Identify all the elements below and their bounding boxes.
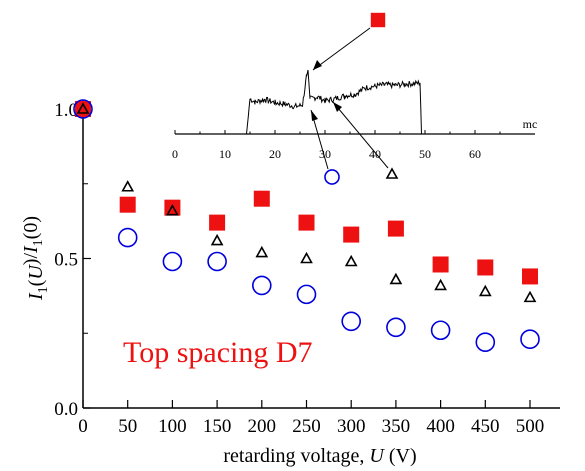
- data-marks: [73, 99, 540, 353]
- triangle-point: [210, 233, 224, 246]
- square-point: [253, 190, 270, 207]
- inset-tick-label: 30: [319, 147, 331, 161]
- inset-arrow-square: [312, 27, 371, 71]
- inset-arrowhead-circle: [311, 110, 318, 121]
- square-point: [298, 214, 315, 231]
- series-circle: [73, 99, 540, 353]
- square-point: [522, 268, 538, 285]
- y-tick-label: 1.0: [54, 100, 78, 121]
- square-point: [343, 226, 360, 243]
- series-square: [75, 101, 538, 285]
- x-tick-label: 500: [516, 416, 545, 437]
- circle-point: [430, 320, 451, 341]
- square-point: [477, 259, 494, 276]
- inset-square-marker: [370, 12, 386, 28]
- inset-tick-label: 10: [219, 147, 231, 161]
- inset-arrowhead-triangle: [333, 102, 342, 112]
- y-axis-label: I1(U)/I1(0): [20, 216, 51, 301]
- series-triangle: [76, 102, 537, 303]
- x-tick-label: 150: [203, 416, 232, 437]
- triangle-point: [76, 102, 90, 114]
- inset-tick-label: 20: [269, 147, 281, 161]
- circle-point: [475, 332, 496, 353]
- square-point: [119, 196, 136, 213]
- circle-point: [162, 251, 183, 272]
- circle-point: [341, 311, 362, 332]
- inset-triangle-marker: [385, 167, 399, 179]
- circle-point: [296, 284, 317, 305]
- circle-point: [386, 317, 406, 338]
- triangle-point: [434, 278, 447, 291]
- inset-tick-label: 60: [469, 147, 481, 161]
- inset-x-label: mc: [523, 117, 538, 131]
- triangle-point: [478, 284, 492, 297]
- y-tick-label: 0.0: [54, 399, 78, 420]
- inset-signal-trace: [175, 69, 520, 135]
- x-tick-label: 400: [426, 416, 455, 437]
- circle-point: [73, 99, 93, 119]
- triangle-point: [389, 272, 403, 285]
- triangle-point: [344, 254, 358, 267]
- x-tick-label: 0: [78, 416, 88, 437]
- plot-frame: [82, 100, 560, 409]
- triangle-point: [300, 251, 313, 264]
- inset-tick-label: 50: [419, 147, 431, 161]
- square-point: [432, 256, 449, 273]
- inset-arrow-triangle: [332, 101, 389, 169]
- circle-point: [207, 251, 227, 272]
- x-tick-label: 250: [292, 416, 321, 437]
- circle-point: [251, 275, 272, 296]
- square-point: [387, 220, 404, 237]
- x-tick-label: 50: [118, 416, 137, 437]
- x-tick-label: 350: [382, 416, 411, 437]
- inset-tick-label: 40: [369, 147, 381, 161]
- square-point: [209, 214, 226, 231]
- inset-chart: 0 10 20 30 40 50 60 mc: [172, 12, 538, 185]
- x-tick-label: 300: [337, 416, 366, 437]
- chart-annotation: Top spacing D7: [123, 336, 313, 369]
- x-tick-label: 450: [471, 416, 500, 437]
- circle-point: [520, 329, 540, 350]
- circle-point: [117, 227, 138, 248]
- inset-circle-marker: [324, 169, 340, 185]
- triangle-point: [255, 245, 269, 258]
- x-tick-label: 200: [248, 416, 277, 437]
- triangle-point: [121, 180, 135, 192]
- y-tick-label: 0.5: [54, 250, 78, 271]
- inset-arrowhead-square: [313, 60, 322, 70]
- inset-tick-label: 0: [172, 147, 178, 161]
- triangle-point: [166, 204, 179, 216]
- square-point: [164, 199, 181, 216]
- x-axis-label: retarding voltage, U (V): [223, 445, 416, 467]
- x-tick-label: 100: [158, 416, 187, 437]
- triangle-point: [523, 290, 537, 303]
